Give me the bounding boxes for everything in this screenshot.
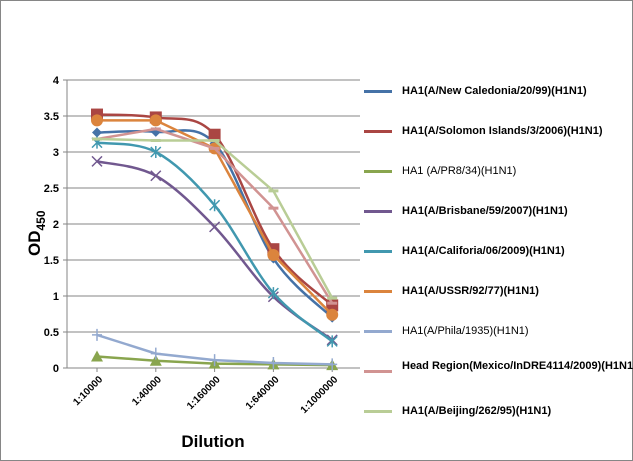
series-line (96, 113, 334, 307)
legend-swatch (364, 290, 392, 293)
y-tick-label: 1.5 (44, 255, 59, 267)
plus-marker (209, 354, 220, 367)
star-marker (326, 335, 338, 348)
legend-label: HA1(A/Phila/1935)(H1N1) (402, 325, 529, 337)
series-8 (92, 137, 338, 300)
circle-marker (91, 114, 103, 127)
y-tick-label: 0.5 (44, 327, 59, 339)
y-tick-label: 2.5 (44, 183, 59, 195)
legend-label: HA1(A/Solomon Islands/3/2006)(H1N1) (402, 125, 603, 137)
legend-label: HA1(A/Califoria/06/2009)(H1N1) (402, 245, 565, 257)
y-tick-label: 3 (53, 147, 59, 159)
plus-marker (92, 328, 102, 341)
triangle-marker (149, 354, 162, 366)
x-tick-label: 1:1000000 (299, 374, 341, 416)
star-marker (267, 287, 279, 300)
x-marker (150, 170, 162, 182)
star-marker (150, 146, 162, 158)
diamond-marker (92, 127, 102, 138)
plus-marker (268, 356, 279, 369)
plus-marker (327, 358, 338, 371)
plus-marker (150, 347, 161, 360)
circle-marker (326, 308, 339, 321)
x-marker (91, 155, 103, 167)
legend-label: Head Region(Mexico/InDRE4114/2009)(H1N1) (402, 360, 633, 372)
y-tick-label: 0 (53, 363, 59, 375)
square-marker (208, 128, 221, 141)
series-0 (92, 126, 338, 323)
legend-label: HA1(A/Brisbane/59/2007)(H1N1) (402, 205, 568, 217)
circle-marker (149, 114, 162, 127)
legend-swatch (364, 170, 392, 173)
y-tick-label: 1 (53, 291, 59, 303)
series-6 (92, 328, 338, 371)
x-axis-title: Dilution (181, 432, 244, 451)
circle-marker (267, 248, 280, 261)
y-tick-label: 4 (53, 75, 60, 87)
legend-swatch (364, 130, 392, 133)
series-4 (91, 136, 338, 348)
legend-swatch (364, 210, 392, 213)
legend-label: HA1(A/Beijing/262/95)(H1N1) (402, 405, 552, 417)
series-7 (92, 127, 338, 305)
legend-swatch (364, 250, 392, 253)
legend-swatch (364, 330, 392, 333)
legend-swatch (364, 370, 392, 373)
legend-swatch (364, 410, 392, 413)
y-tick-label: 3.5 (44, 111, 59, 123)
x-tick-label: 1:160000 (185, 374, 223, 412)
x-tick-label: 1:40000 (130, 374, 164, 408)
legend-swatch (364, 90, 392, 93)
x-tick-label: 1:10000 (71, 374, 105, 408)
legend-label: HA1(A/USSR/92/77)(H1N1) (402, 285, 539, 297)
legend-label: HA1(A/New Caledonia/20/99)(H1N1) (402, 85, 587, 97)
y-axis-title-subscript: 450 (34, 210, 48, 230)
y-axis-title: OD450 (25, 210, 48, 256)
legend-label: HA1 (A/PR8/34)(H1N1) (402, 165, 517, 177)
series-line (96, 141, 333, 343)
x-marker (209, 221, 221, 233)
x-tick-label: 1:640000 (244, 374, 282, 412)
y-tick-label: 2 (53, 219, 59, 231)
y-axis-title-main: OD (25, 231, 44, 257)
star-marker (209, 199, 221, 212)
triangle-marker (91, 350, 103, 362)
